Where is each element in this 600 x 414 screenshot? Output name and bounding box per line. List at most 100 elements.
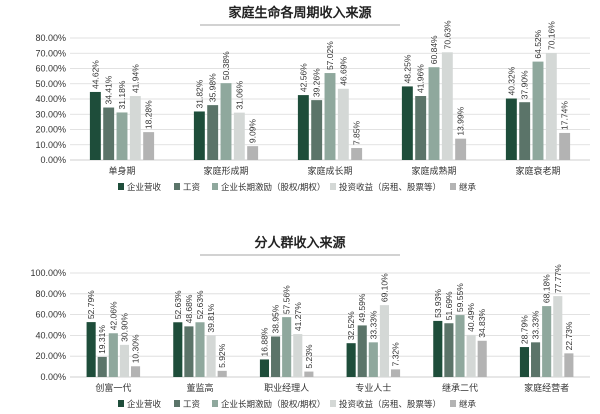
chart-2-bar — [282, 317, 292, 377]
chart-1-data-label: 18.28% — [144, 100, 154, 129]
chart-1-y-tick-label: 30.00% — [35, 109, 66, 119]
chart-2-legend-swatch — [212, 400, 218, 407]
chart-2-data-label: 77.77% — [553, 264, 563, 293]
chart-2-bar — [130, 366, 141, 377]
chart-1-data-label: 39.26% — [312, 68, 322, 97]
chart-1-data-label: 46.69% — [338, 57, 348, 86]
chart-1-bar — [441, 52, 453, 161]
chart-2-category-label: 职业经理人 — [264, 382, 309, 393]
chart-2-data-label: 57.56% — [282, 285, 292, 314]
chart-2-y-tick-label: 60.00% — [35, 310, 66, 320]
chart-2-data-label: 33.33% — [368, 310, 378, 339]
chart-2-y-tick-label: 0.00% — [40, 372, 66, 382]
chart-1-legend-swatch — [174, 183, 180, 190]
chart-2-bar — [368, 342, 378, 377]
chart-2-bar — [390, 369, 401, 377]
chart-1-y-tick-label: 80.00% — [35, 33, 66, 43]
chart-1-legend-label: 工资 — [183, 182, 201, 192]
chart-2-data-label: 7.32% — [391, 342, 401, 367]
chart-1-data-label: 44.62% — [90, 60, 100, 89]
chart-1-bar — [103, 107, 115, 160]
chart-1-data-label: 70.16% — [546, 21, 556, 50]
chart-2-bar — [304, 371, 314, 377]
chart-1-data-label: 64.52% — [533, 29, 543, 58]
chart-1-data-label: 41.94% — [130, 64, 140, 93]
chart-2-bar — [173, 322, 183, 377]
chart-1-data-label: 31.82% — [194, 79, 204, 108]
chart-1-bar — [455, 138, 467, 160]
chart-2-data-label: 52.79% — [86, 290, 96, 319]
chart-1-category-label: 家庭成熟期 — [411, 165, 456, 176]
chart-2-data-label: 30.90% — [119, 313, 129, 342]
chart-1-category-label: 家庭成长期 — [307, 165, 352, 176]
chart-1-y-tick-label: 10.00% — [35, 140, 66, 150]
chart-1-bar — [519, 102, 531, 160]
chart-2-data-label: 10.30% — [131, 334, 141, 363]
chart-1-y-tick-label: 40.00% — [35, 94, 66, 104]
chart-1-y-tick-label: 20.00% — [35, 125, 66, 135]
chart-1-category-label: 单身期 — [108, 165, 135, 176]
chart-1-legend-swatch — [118, 183, 124, 190]
chart-2-data-label: 19.31% — [97, 325, 107, 354]
chart-1-data-label: 31.18% — [117, 80, 127, 109]
chart-2-bar — [564, 353, 574, 377]
chart-2-data-label: 40.49% — [466, 303, 476, 332]
chart-2-legend-swatch — [174, 400, 180, 407]
chart-1-bar — [193, 111, 205, 160]
chart-2-data-label: 5.23% — [304, 344, 314, 369]
chart-2-bar — [119, 344, 129, 377]
chart-2-bar — [444, 323, 454, 377]
chart-2-category-label: 继承二代 — [442, 382, 478, 393]
chart-1-legend-label: 企业营收 — [127, 182, 162, 192]
chart-1-legend-label: 继承 — [459, 182, 477, 192]
chart-1-y-tick-label: 60.00% — [35, 64, 66, 74]
chart-2-bar — [259, 359, 270, 377]
chart-2-legend-label: 企业营收 — [127, 399, 162, 409]
chart-1-category-label: 家庭衰老期 — [515, 165, 560, 176]
chart-1-bar — [207, 105, 219, 160]
chart-2-data-label: 51.69% — [444, 291, 454, 320]
chart-1-bar — [324, 73, 336, 160]
chart-2-bar — [97, 356, 107, 377]
chart-1-data-label: 40.32% — [506, 66, 516, 95]
chart-2-bar — [108, 333, 118, 377]
chart-2-data-label: 22.73% — [564, 321, 574, 350]
chart-2-data-label: 39.81% — [206, 303, 216, 332]
chart-2-bar — [379, 305, 389, 377]
chart-2-bar — [271, 336, 281, 377]
chart-1-bar — [233, 112, 245, 160]
chart-2-data-label: 52.63% — [173, 290, 183, 319]
chart-2-legend-swatch — [330, 400, 336, 407]
chart-1-data-label: 34.41% — [104, 75, 114, 104]
chart-2-data-label: 52.63% — [195, 290, 205, 319]
chart-2-bar — [346, 343, 356, 377]
chart-1-bar — [89, 91, 101, 160]
chart-2-legend-label: 投资收益（房租、股票等） — [339, 399, 441, 409]
chart-2-data-label: 48.68% — [184, 294, 194, 323]
chart-1-bar — [415, 96, 427, 160]
chart-1-data-label: 60.84% — [429, 35, 439, 64]
chart-1-data-label: 41.96% — [416, 64, 426, 93]
chart-1-bar — [505, 98, 517, 160]
chart-1-data-label: 57.02% — [325, 41, 335, 70]
chart-2-bar — [542, 306, 552, 377]
chart-1-bar — [220, 83, 232, 160]
chart-2-bar — [455, 315, 465, 377]
chart-1-data-label: 7.85% — [352, 120, 362, 145]
chart-2-bar — [477, 340, 487, 377]
chart-2-bar — [357, 325, 367, 377]
chart-1-bar — [297, 95, 309, 160]
chart-2-data-label: 49.59% — [357, 293, 367, 322]
chart-1-bar — [129, 96, 141, 160]
chart-1-data-label: 17.74% — [560, 101, 570, 130]
chart-1-category-label: 家庭形成期 — [203, 165, 248, 176]
chart-1-data-label: 50.38% — [221, 51, 231, 80]
chart-1-bar — [311, 100, 323, 160]
chart-2-data-label: 28.79% — [519, 315, 529, 344]
chart-1-data-label: 35.98% — [208, 73, 218, 102]
chart-1-legend-swatch — [212, 183, 218, 190]
chart-1-bar — [532, 61, 544, 161]
chart-2-bar — [553, 296, 563, 377]
chart-2-bar — [86, 322, 96, 377]
chart-2-legend-swatch — [118, 400, 124, 407]
